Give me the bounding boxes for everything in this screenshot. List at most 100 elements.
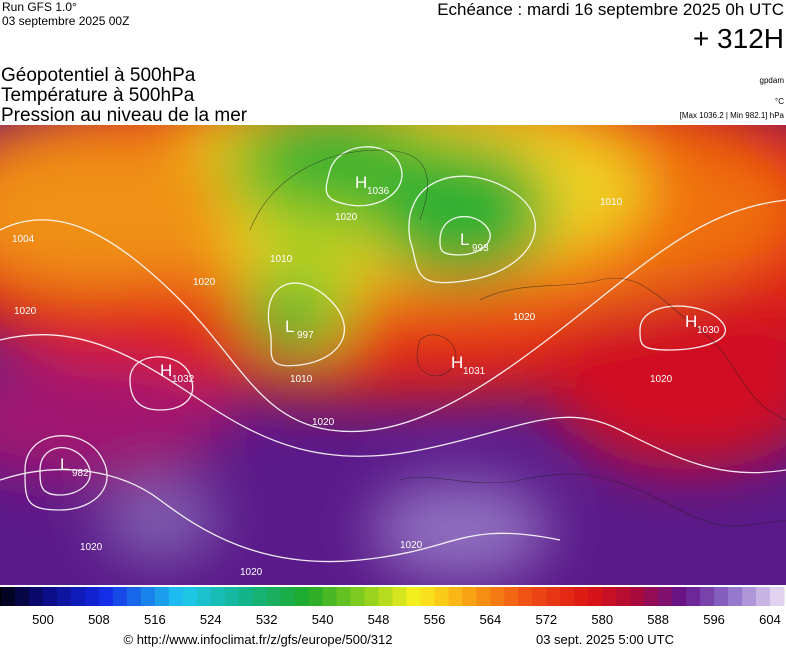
color-swatch bbox=[686, 587, 701, 606]
center-symbol: H bbox=[685, 312, 697, 331]
color-swatch bbox=[406, 587, 421, 606]
color-swatch bbox=[280, 587, 296, 606]
extremes: [Max 1036.2 | Min 982.1] hPa bbox=[680, 111, 785, 120]
color-swatch bbox=[588, 587, 603, 606]
center-value: 1030 bbox=[697, 325, 720, 336]
color-swatch bbox=[518, 587, 533, 606]
isobar-label: 1004 bbox=[12, 234, 35, 245]
color-swatch bbox=[462, 587, 477, 606]
unit: °C bbox=[775, 97, 784, 106]
run-date: 03 septembre 2025 00Z bbox=[2, 14, 129, 28]
color-swatch bbox=[182, 587, 198, 606]
color-swatch bbox=[322, 587, 338, 606]
center-value: 1031 bbox=[463, 366, 486, 377]
color-swatch bbox=[672, 587, 687, 606]
color-swatch bbox=[770, 587, 785, 606]
color-swatch bbox=[15, 587, 30, 606]
color-swatch bbox=[140, 587, 156, 606]
colorbar-label: 516 bbox=[144, 612, 166, 627]
isobar-label: 1020 bbox=[240, 567, 263, 578]
color-swatch bbox=[658, 587, 673, 606]
color-swatch bbox=[266, 587, 282, 606]
color-swatch bbox=[43, 587, 58, 606]
colorbar-label: 524 bbox=[200, 612, 222, 627]
center-symbol: H bbox=[451, 353, 463, 372]
isobar-label: 1020 bbox=[513, 312, 536, 323]
color-swatch bbox=[84, 587, 100, 606]
center-value: 982 bbox=[72, 468, 89, 479]
color-swatch bbox=[210, 587, 226, 606]
color-swatch bbox=[1, 587, 16, 606]
isobar-label: 1020 bbox=[335, 212, 358, 223]
color-swatch bbox=[336, 587, 352, 606]
color-swatch bbox=[630, 587, 645, 606]
isobar-label: 1020 bbox=[193, 277, 216, 288]
color-swatch bbox=[560, 587, 575, 606]
isobar-label: 1010 bbox=[270, 254, 293, 265]
color-swatch bbox=[616, 587, 631, 606]
color-swatch bbox=[168, 587, 184, 606]
color-swatch bbox=[742, 587, 757, 606]
colorbar-label: 572 bbox=[535, 612, 557, 627]
color-swatch bbox=[70, 587, 86, 606]
isobar-label: 1020 bbox=[400, 540, 423, 551]
color-swatch bbox=[532, 587, 547, 606]
color-swatch bbox=[728, 587, 743, 606]
center-symbol: L bbox=[460, 230, 469, 249]
colorbar-label: 508 bbox=[88, 612, 110, 627]
title: Pression au niveau de la mer bbox=[1, 105, 248, 126]
map bbox=[0, 125, 786, 585]
run: Run GFS 1.0° bbox=[2, 0, 77, 14]
color-swatch bbox=[420, 587, 435, 606]
color-swatch bbox=[546, 587, 561, 606]
color-swatch bbox=[392, 587, 407, 606]
color-swatch bbox=[294, 587, 310, 606]
colorbar-label: 548 bbox=[368, 612, 390, 627]
center-symbol: H bbox=[355, 173, 367, 192]
isobar-label: 1020 bbox=[14, 306, 37, 317]
center-symbol: L bbox=[285, 317, 294, 336]
color-swatch bbox=[504, 587, 519, 606]
colorbar-label: 540 bbox=[312, 612, 334, 627]
color-swatch bbox=[196, 587, 212, 606]
colorbar-label: 532 bbox=[256, 612, 278, 627]
color-swatch bbox=[0, 587, 2, 606]
color-swatch bbox=[364, 587, 380, 606]
center-value: 993 bbox=[472, 243, 489, 254]
color-swatch bbox=[56, 587, 72, 606]
colorbar-label: 604 bbox=[759, 612, 781, 627]
color-swatch bbox=[238, 587, 254, 606]
colorbar-label: 596 bbox=[703, 612, 725, 627]
color-swatch bbox=[434, 587, 449, 606]
unit: gpdam bbox=[760, 76, 785, 85]
echeance: Echéance : mardi 16 septembre 2025 0h UT… bbox=[437, 0, 784, 19]
source: © http://www.infoclimat.fr/z/gfs/europe/… bbox=[124, 632, 393, 647]
colorbar-label: 580 bbox=[591, 612, 613, 627]
title: Géopotentiel à 500hPa bbox=[1, 65, 196, 86]
generated: 03 sept. 2025 5:00 UTC bbox=[536, 632, 674, 647]
center-value: 1036 bbox=[367, 186, 390, 197]
center-symbol: L bbox=[60, 455, 69, 474]
colorbar-label: 564 bbox=[480, 612, 502, 627]
isobar-label: 1010 bbox=[290, 374, 313, 385]
center-value: 1032 bbox=[172, 374, 195, 385]
isobar-label: 1020 bbox=[312, 417, 335, 428]
center-symbol: H bbox=[160, 361, 172, 380]
color-swatch bbox=[476, 587, 491, 606]
isobar-label: 1010 bbox=[600, 197, 623, 208]
color-swatch bbox=[154, 587, 170, 606]
color-swatch bbox=[644, 587, 659, 606]
isobar-label: 1020 bbox=[80, 542, 103, 553]
color-swatch bbox=[224, 587, 240, 606]
color-swatch bbox=[126, 587, 142, 606]
color-swatch bbox=[350, 587, 366, 606]
color-swatch bbox=[378, 587, 394, 606]
title: Température à 500hPa bbox=[1, 85, 195, 106]
isobar-label: 1020 bbox=[650, 374, 673, 385]
color-swatch bbox=[112, 587, 128, 606]
color-swatch bbox=[29, 587, 44, 606]
colorbar-label: 588 bbox=[647, 612, 669, 627]
colorbar-label: 556 bbox=[424, 612, 446, 627]
color-swatch bbox=[700, 587, 715, 606]
